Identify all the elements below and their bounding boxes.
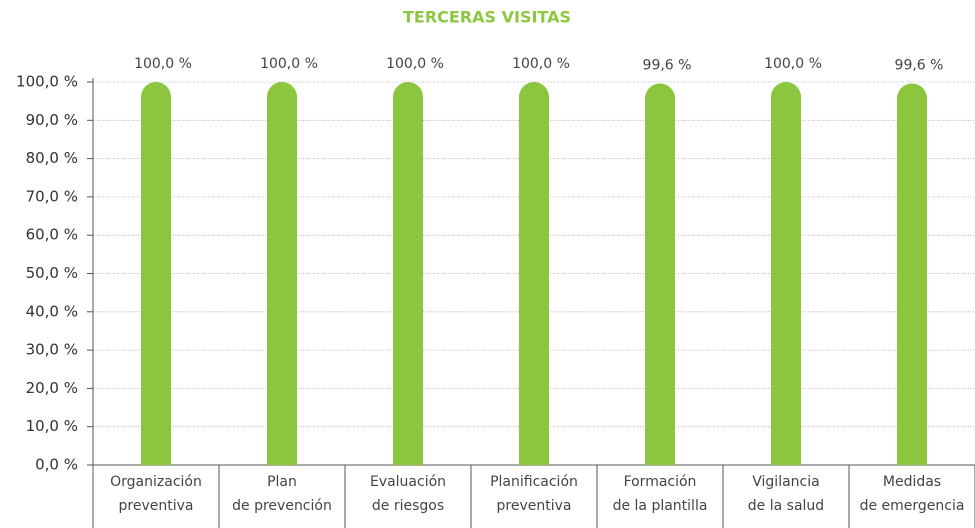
bar [519,82,549,465]
y-tick-label: 30,0 % [26,341,78,359]
x-tick-label: Organización [110,474,202,490]
x-tick-label: preventiva [497,498,572,514]
x-tick-label: Medidas [883,474,941,490]
x-tick-label: Planificación [490,474,578,490]
x-tick-label: Formación [624,474,697,490]
x-tick-label: de prevención [232,498,332,514]
bar [267,82,297,465]
x-tick-label: Vigilancia [752,474,819,490]
x-tick-label: Plan [267,474,297,490]
value-label: 100,0 % [386,56,444,72]
x-tick-label: de la plantilla [613,498,708,514]
value-label: 100,0 % [134,56,192,72]
bar [141,82,171,465]
bar [645,83,675,466]
value-label: 100,0 % [512,56,570,72]
x-tick-label: de riesgos [372,498,444,514]
chart-title: TERCERAS VISITAS [403,8,571,27]
value-label: 100,0 % [260,56,318,72]
bar [771,82,801,465]
y-tick-label: 60,0 % [26,226,78,244]
bar [393,82,423,465]
x-tick-label: de la salud [748,498,824,514]
y-tick-label: 40,0 % [26,302,78,320]
x-tick-label: Evaluación [370,474,446,490]
bar [897,83,927,466]
y-tick-label: 50,0 % [26,264,78,282]
y-tick-label: 90,0 % [26,111,78,129]
x-tick-label: de emergencia [860,498,965,514]
y-tick-label: 20,0 % [26,379,78,397]
y-tick-label: 100,0 % [16,73,78,91]
x-tick-label: preventiva [119,498,194,514]
value-label: 99,6 % [895,58,944,74]
y-tick-label: 10,0 % [26,417,78,435]
y-tick-label: 70,0 % [26,187,78,205]
value-label: 99,6 % [643,58,692,74]
y-tick-label: 0,0 % [35,456,78,474]
y-tick-label: 80,0 % [26,149,78,167]
value-label: 100,0 % [764,56,822,72]
